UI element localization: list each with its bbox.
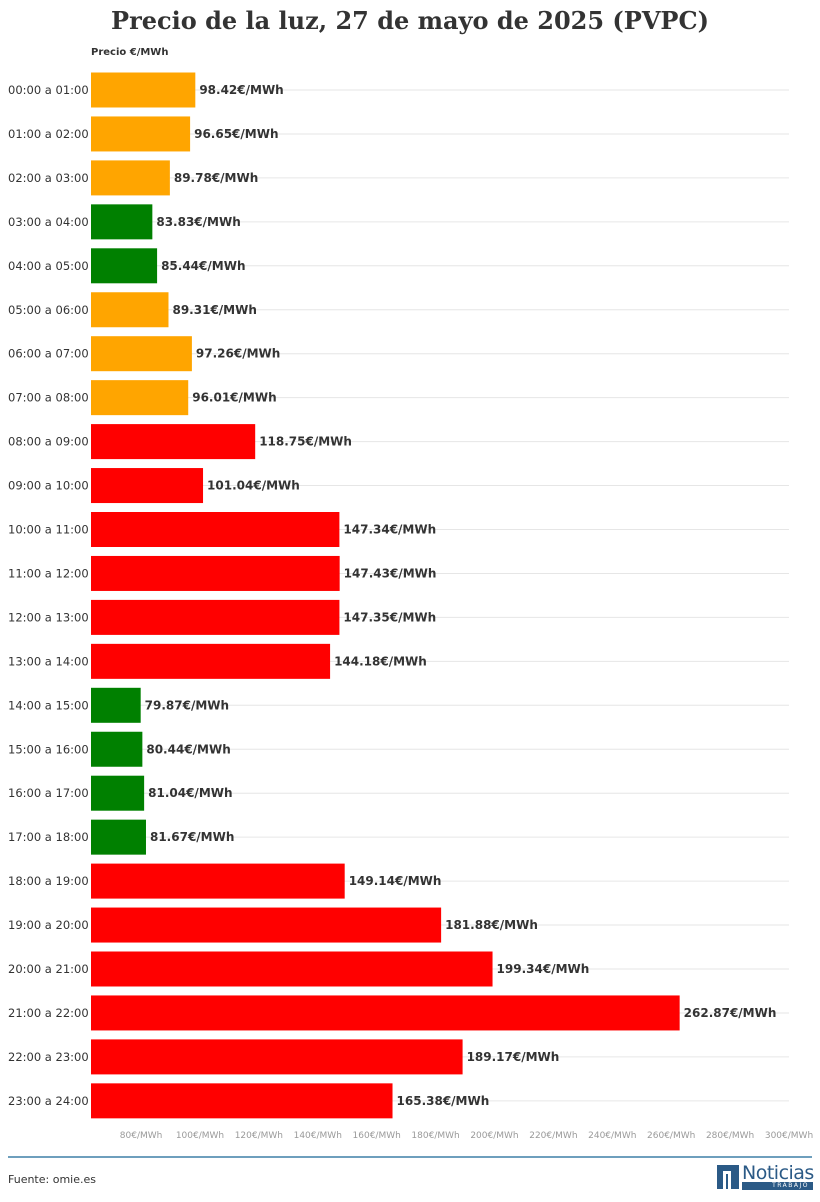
bar	[91, 424, 256, 460]
value-label: 101.04€/MWh	[207, 479, 300, 493]
x-tick-label: 120€/MWh	[235, 1131, 283, 1141]
value-label: 89.31€/MWh	[172, 303, 256, 317]
value-label: 79.87€/MWh	[145, 698, 229, 712]
category-label: 16:00 a 17:00	[8, 786, 89, 800]
value-label: 144.18€/MWh	[334, 654, 427, 668]
value-label: 85.44€/MWh	[161, 259, 245, 273]
value-label: 147.34€/MWh	[343, 523, 436, 537]
value-label: 199.34€/MWh	[497, 962, 590, 976]
bar	[91, 775, 145, 811]
value-label: 147.35€/MWh	[343, 610, 436, 624]
x-tick-label: 200€/MWh	[470, 1131, 518, 1141]
category-label: 20:00 a 21:00	[8, 962, 89, 976]
category-label: 10:00 a 11:00	[8, 523, 89, 537]
logo-subtitle: TRABAJO	[742, 1182, 813, 1190]
value-label: 181.88€/MWh	[445, 918, 538, 932]
category-label: 05:00 a 06:00	[8, 303, 89, 317]
bar	[91, 863, 345, 899]
labels: 80€/MWh 100€/MWh 120€/MWh 140€/MWh 160€/MWh 1…	[8, 83, 813, 1141]
bar	[91, 292, 169, 328]
value-label: 83.83€/MWh	[156, 215, 240, 229]
value-label: 97.26€/MWh	[196, 347, 280, 361]
value-label: 189.17€/MWh	[467, 1050, 560, 1064]
category-label: 02:00 a 03:00	[8, 171, 89, 185]
category-label: 17:00 a 18:00	[8, 830, 89, 844]
bar	[91, 380, 189, 416]
bar	[91, 512, 340, 547]
category-label: 21:00 a 22:00	[8, 1006, 89, 1020]
bar	[91, 555, 340, 591]
category-label: 22:00 a 23:00	[8, 1050, 89, 1064]
bar	[91, 907, 442, 943]
bar	[91, 599, 340, 635]
bar	[91, 160, 170, 196]
category-label: 19:00 a 20:00	[8, 918, 89, 932]
y-axis-label: Precio €/MWh	[91, 47, 169, 58]
x-tick-label: 280€/MWh	[706, 1131, 754, 1141]
x-tick-label: 220€/MWh	[529, 1131, 577, 1141]
category-label: 03:00 a 04:00	[8, 215, 89, 229]
brand-logo: Noticias TRABAJO	[717, 1162, 814, 1191]
bar	[91, 248, 158, 284]
value-label: 96.01€/MWh	[192, 391, 276, 405]
value-label: 81.67€/MWh	[150, 830, 234, 844]
bar	[91, 731, 143, 767]
category-label: 06:00 a 07:00	[8, 347, 89, 361]
value-label: 98.42€/MWh	[199, 83, 283, 97]
bar	[91, 687, 141, 723]
category-label: 09:00 a 10:00	[8, 479, 89, 493]
value-label: 147.43€/MWh	[344, 566, 437, 580]
x-tick-label: 100€/MWh	[176, 1131, 224, 1141]
bar	[91, 819, 146, 855]
category-label: 18:00 a 19:00	[8, 874, 89, 888]
x-tick-label: 300€/MWh	[765, 1131, 813, 1141]
category-label: 12:00 a 13:00	[8, 610, 89, 624]
category-label: 07:00 a 08:00	[8, 391, 89, 405]
bar-chart: 80€/MWh 100€/MWh 120€/MWh 140€/MWh 160€/MWh 1…	[8, 72, 813, 1141]
x-tick-label: 260€/MWh	[647, 1131, 695, 1141]
category-label: 00:00 a 01:00	[8, 83, 89, 97]
bar	[91, 72, 196, 108]
logo-name: Noticias	[742, 1162, 814, 1184]
chart-title: Precio de la luz, 27 de mayo de 2025 (PV…	[111, 6, 709, 35]
bar	[91, 995, 680, 1031]
footer-divider	[8, 1156, 812, 1158]
value-label: 149.14€/MWh	[349, 874, 442, 888]
bar	[91, 336, 192, 372]
x-tick-label: 80€/MWh	[120, 1131, 163, 1141]
category-label: 23:00 a 24:00	[8, 1094, 89, 1108]
value-label: 262.87€/MWh	[684, 1006, 777, 1020]
logo-mark-icon	[717, 1165, 739, 1189]
source-note: Fuente: omie.es	[8, 1173, 96, 1186]
category-label: 15:00 a 16:00	[8, 742, 89, 756]
x-tick-label: 180€/MWh	[411, 1131, 459, 1141]
value-label: 89.78€/MWh	[174, 171, 258, 185]
category-label: 13:00 a 14:00	[8, 654, 89, 668]
bars	[91, 72, 680, 1119]
category-label: 04:00 a 05:00	[8, 259, 89, 273]
value-label: 165.38€/MWh	[397, 1094, 490, 1108]
x-tick-label: 140€/MWh	[294, 1131, 342, 1141]
bar	[91, 468, 204, 504]
bar	[91, 643, 331, 679]
gridlines	[91, 89, 789, 1102]
x-tick-label: 240€/MWh	[588, 1131, 636, 1141]
category-label: 08:00 a 09:00	[8, 435, 89, 449]
bar	[91, 1083, 393, 1119]
bar	[91, 1039, 463, 1075]
bar	[91, 116, 191, 152]
value-label: 81.04€/MWh	[148, 786, 232, 800]
category-label: 11:00 a 12:00	[8, 566, 89, 580]
value-label: 96.65€/MWh	[194, 127, 278, 141]
value-label: 118.75€/MWh	[259, 435, 352, 449]
value-label: 80.44€/MWh	[146, 742, 230, 756]
bar	[91, 951, 493, 987]
category-label: 14:00 a 15:00	[8, 698, 89, 712]
bar	[91, 204, 153, 240]
x-tick-label: 160€/MWh	[353, 1131, 401, 1141]
category-label: 01:00 a 02:00	[8, 127, 89, 141]
